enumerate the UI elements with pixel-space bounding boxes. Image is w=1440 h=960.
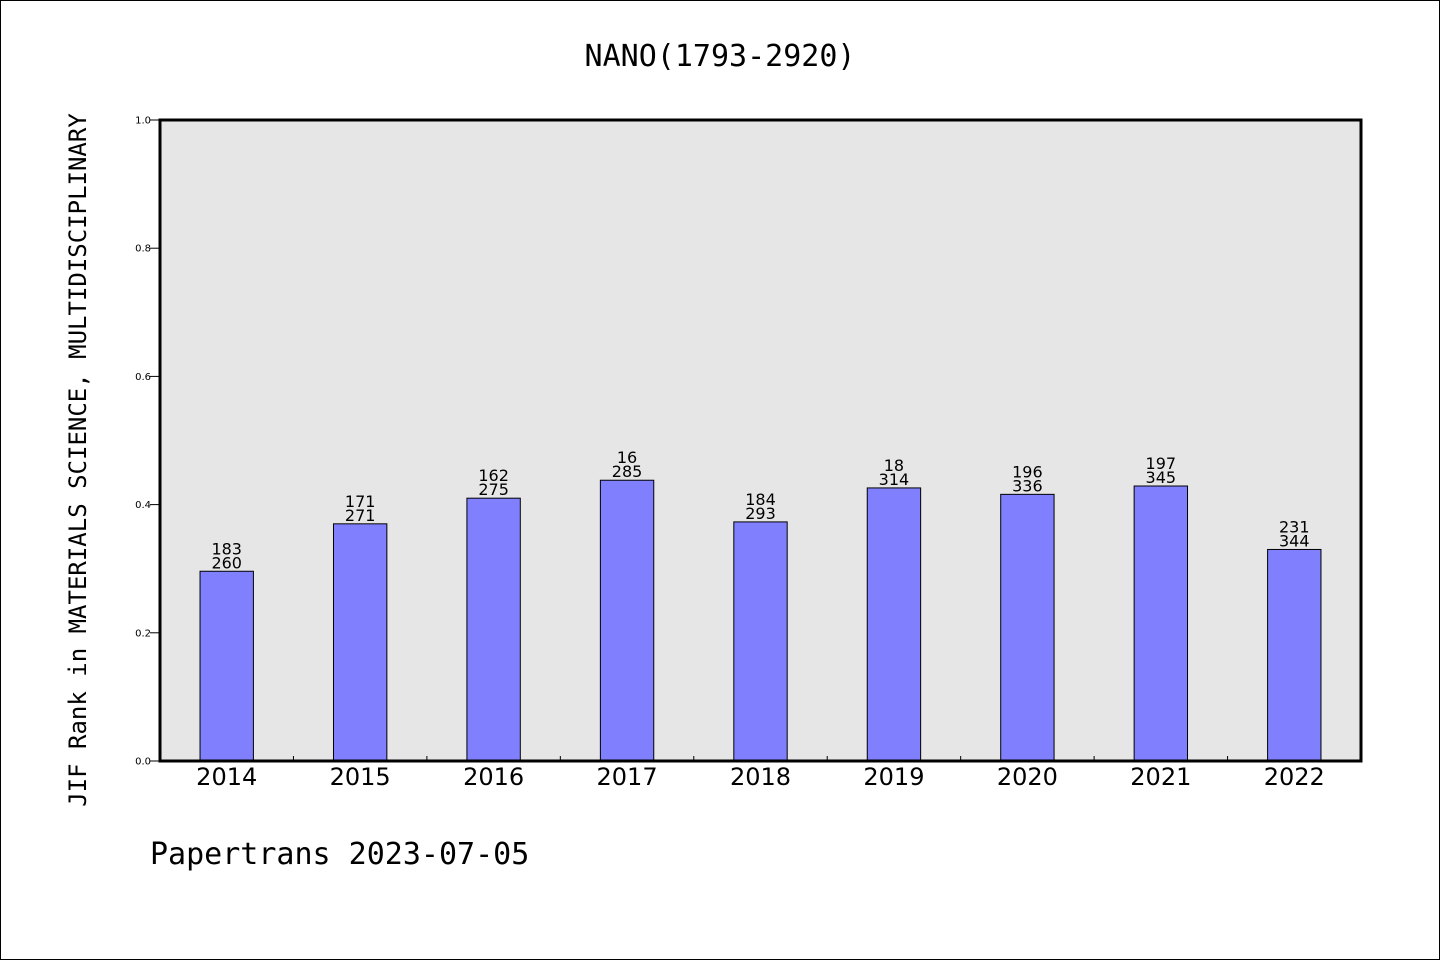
y-tick-label: 0.6 — [135, 372, 151, 383]
y-axis-label: JIF Rank in MATERIALS SCIENCE, MULTIDISC… — [64, 113, 92, 807]
bars-group — [199, 479, 1322, 762]
bar-2014 — [199, 570, 254, 762]
bar-rank-label-2016: 162 — [478, 466, 509, 485]
y-tick-label: 0.8 — [135, 244, 151, 255]
bar-total-label-2017: 285 — [612, 462, 643, 481]
x-tick-label-2018: 2018 — [730, 763, 791, 791]
bar-rank-label-2017: 16 — [617, 448, 637, 467]
bar-rank-label-2021: 197 — [1146, 454, 1177, 473]
x-tick-label-2022: 2022 — [1264, 763, 1325, 791]
bar-total-label-2019: 314 — [879, 470, 910, 489]
bar-total-label-2016: 275 — [478, 480, 509, 499]
bar-rank-label-2014: 183 — [211, 539, 242, 558]
bar-2019 — [866, 487, 922, 762]
y-tick-label: 0.0 — [135, 757, 151, 768]
x-tick-label-2014: 2014 — [196, 763, 257, 791]
x-tick-label-2020: 2020 — [997, 763, 1058, 791]
y-axis: 0.0 0.2 0.4 0.6 0.8 1.0 — [135, 116, 160, 768]
bar-total-label-2018: 293 — [745, 504, 776, 523]
bar-2017 — [599, 479, 655, 762]
bar-total-label-2021: 345 — [1146, 468, 1177, 487]
plot-border — [158, 118, 1363, 763]
bar-total-label-2020: 336 — [1012, 476, 1043, 495]
bar-2020 — [1000, 493, 1055, 762]
bar-rank-label-2020: 196 — [1012, 462, 1043, 481]
x-tick-label-2019: 2019 — [863, 763, 924, 791]
bar-2022 — [1267, 548, 1322, 762]
x-tick-label-2021: 2021 — [1130, 763, 1191, 791]
y-tick-label: 1.0 — [135, 116, 151, 127]
y-tick-label: 0.4 — [135, 500, 151, 511]
bar-2016 — [466, 497, 521, 762]
bar-rank-label-2022: 231 — [1279, 517, 1310, 536]
x-tick-label-2015: 2015 — [330, 763, 391, 791]
x-tick-label-2017: 2017 — [597, 763, 658, 791]
y-tick-label: 0.2 — [135, 628, 151, 639]
bar-total-label-2022: 344 — [1279, 531, 1310, 550]
bar-rank-label-2019: 18 — [884, 456, 904, 475]
x-tick-label-2016: 2016 — [463, 763, 524, 791]
bar-2021 — [1133, 485, 1189, 762]
bar-2018 — [733, 521, 788, 762]
bar-2015 — [332, 523, 388, 762]
x-axis: 2014 2015 2016 2017 2018 2019 2020 2021 2022 — [196, 756, 1325, 791]
bar-rank-label-2015: 171 — [345, 492, 376, 511]
chart-title: NANO(1793-2920) — [585, 39, 856, 74]
bar-rank-label-2018: 184 — [745, 490, 776, 509]
footer-text: Papertrans 2023-07-05 — [150, 837, 529, 872]
bar-total-label-2015: 271 — [345, 506, 376, 525]
bar-total-label-2014: 260 — [211, 553, 242, 572]
